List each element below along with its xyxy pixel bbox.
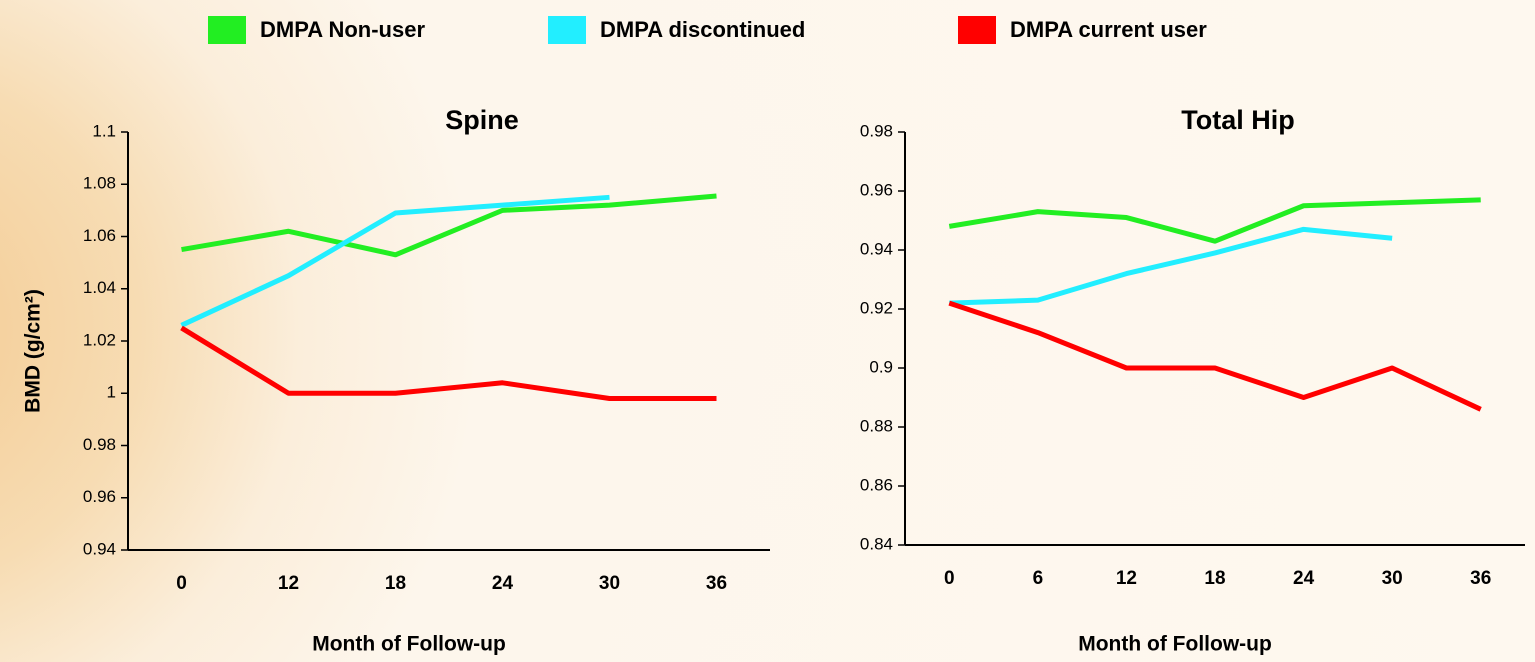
y-tick-label: 1.04	[83, 278, 116, 297]
y-tick-label: 0.92	[860, 298, 893, 317]
x-tick-label: 0	[176, 573, 187, 594]
x-tick-label: 30	[599, 573, 620, 594]
x-tick-label: 12	[278, 573, 299, 594]
y-tick-label: 0.98	[860, 121, 893, 140]
series-line	[180, 194, 610, 328]
series-line	[949, 226, 1393, 306]
series-line	[948, 197, 1481, 244]
x-axis-label: Month of Follow-up	[1078, 633, 1272, 656]
series-line	[180, 325, 717, 401]
y-tick-label: 0.9	[869, 357, 893, 376]
y-tick-label: 0.94	[83, 539, 116, 558]
legend-swatch	[548, 16, 586, 44]
x-tick-label: 24	[1293, 568, 1315, 589]
y-tick-label: 0.88	[860, 416, 893, 435]
x-tick-label: 36	[1470, 568, 1491, 589]
x-axis-label: Month of Follow-up	[312, 633, 506, 656]
series-line	[948, 300, 1482, 412]
y-tick-label: 0.84	[860, 534, 893, 553]
y-axis-label: BMD (g/cm²)	[22, 289, 45, 413]
legend-label: DMPA discontinued	[600, 17, 805, 42]
x-tick-label: 36	[706, 573, 727, 594]
y-tick-label: 1.02	[83, 330, 116, 349]
x-tick-label: 12	[1116, 568, 1137, 589]
y-tick-label: 0.96	[860, 180, 893, 199]
legend-swatch	[958, 16, 996, 44]
legend-swatch	[208, 16, 246, 44]
x-tick-label: 24	[492, 573, 514, 594]
legend-label: DMPA current user	[1010, 17, 1207, 42]
chart-title: Total Hip	[1181, 105, 1294, 135]
legend-label: DMPA Non-user	[260, 17, 425, 42]
y-tick-label: 0.98	[83, 435, 116, 454]
x-tick-label: 18	[1204, 568, 1225, 589]
x-tick-label: 0	[944, 568, 955, 589]
x-tick-label: 6	[1033, 568, 1044, 589]
y-tick-label: 0.86	[860, 475, 893, 494]
x-tick-label: 30	[1382, 568, 1403, 589]
x-tick-label: 18	[385, 573, 406, 594]
y-tick-label: 1	[107, 383, 116, 402]
y-tick-label: 1.1	[92, 121, 116, 140]
chart-title: Spine	[445, 105, 519, 135]
series-line	[181, 193, 717, 258]
y-tick-label: 0.94	[860, 239, 893, 258]
y-tick-label: 0.96	[83, 487, 116, 506]
y-tick-label: 1.08	[83, 174, 116, 193]
y-tick-label: 1.06	[83, 226, 116, 245]
